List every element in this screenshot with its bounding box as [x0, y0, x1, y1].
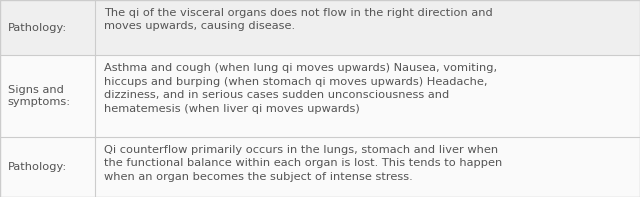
Bar: [0, 137, 640, 197]
Text: Pathology:: Pathology:: [8, 162, 67, 172]
Bar: [0, 55, 640, 137]
Text: Signs and
symptoms:: Signs and symptoms:: [8, 85, 71, 107]
Text: Pathology:: Pathology:: [8, 23, 67, 33]
Text: The qi of the visceral organs does not flow in the right direction and
moves upw: The qi of the visceral organs does not f…: [104, 8, 493, 32]
Bar: [0, 0, 640, 55]
Text: Qi counterflow primarily occurs in the lungs, stomach and liver when
the functio: Qi counterflow primarily occurs in the l…: [104, 145, 502, 182]
Text: Asthma and cough (when lung qi moves upwards) Nausea, vomiting,
hiccups and burp: Asthma and cough (when lung qi moves upw…: [104, 63, 497, 114]
